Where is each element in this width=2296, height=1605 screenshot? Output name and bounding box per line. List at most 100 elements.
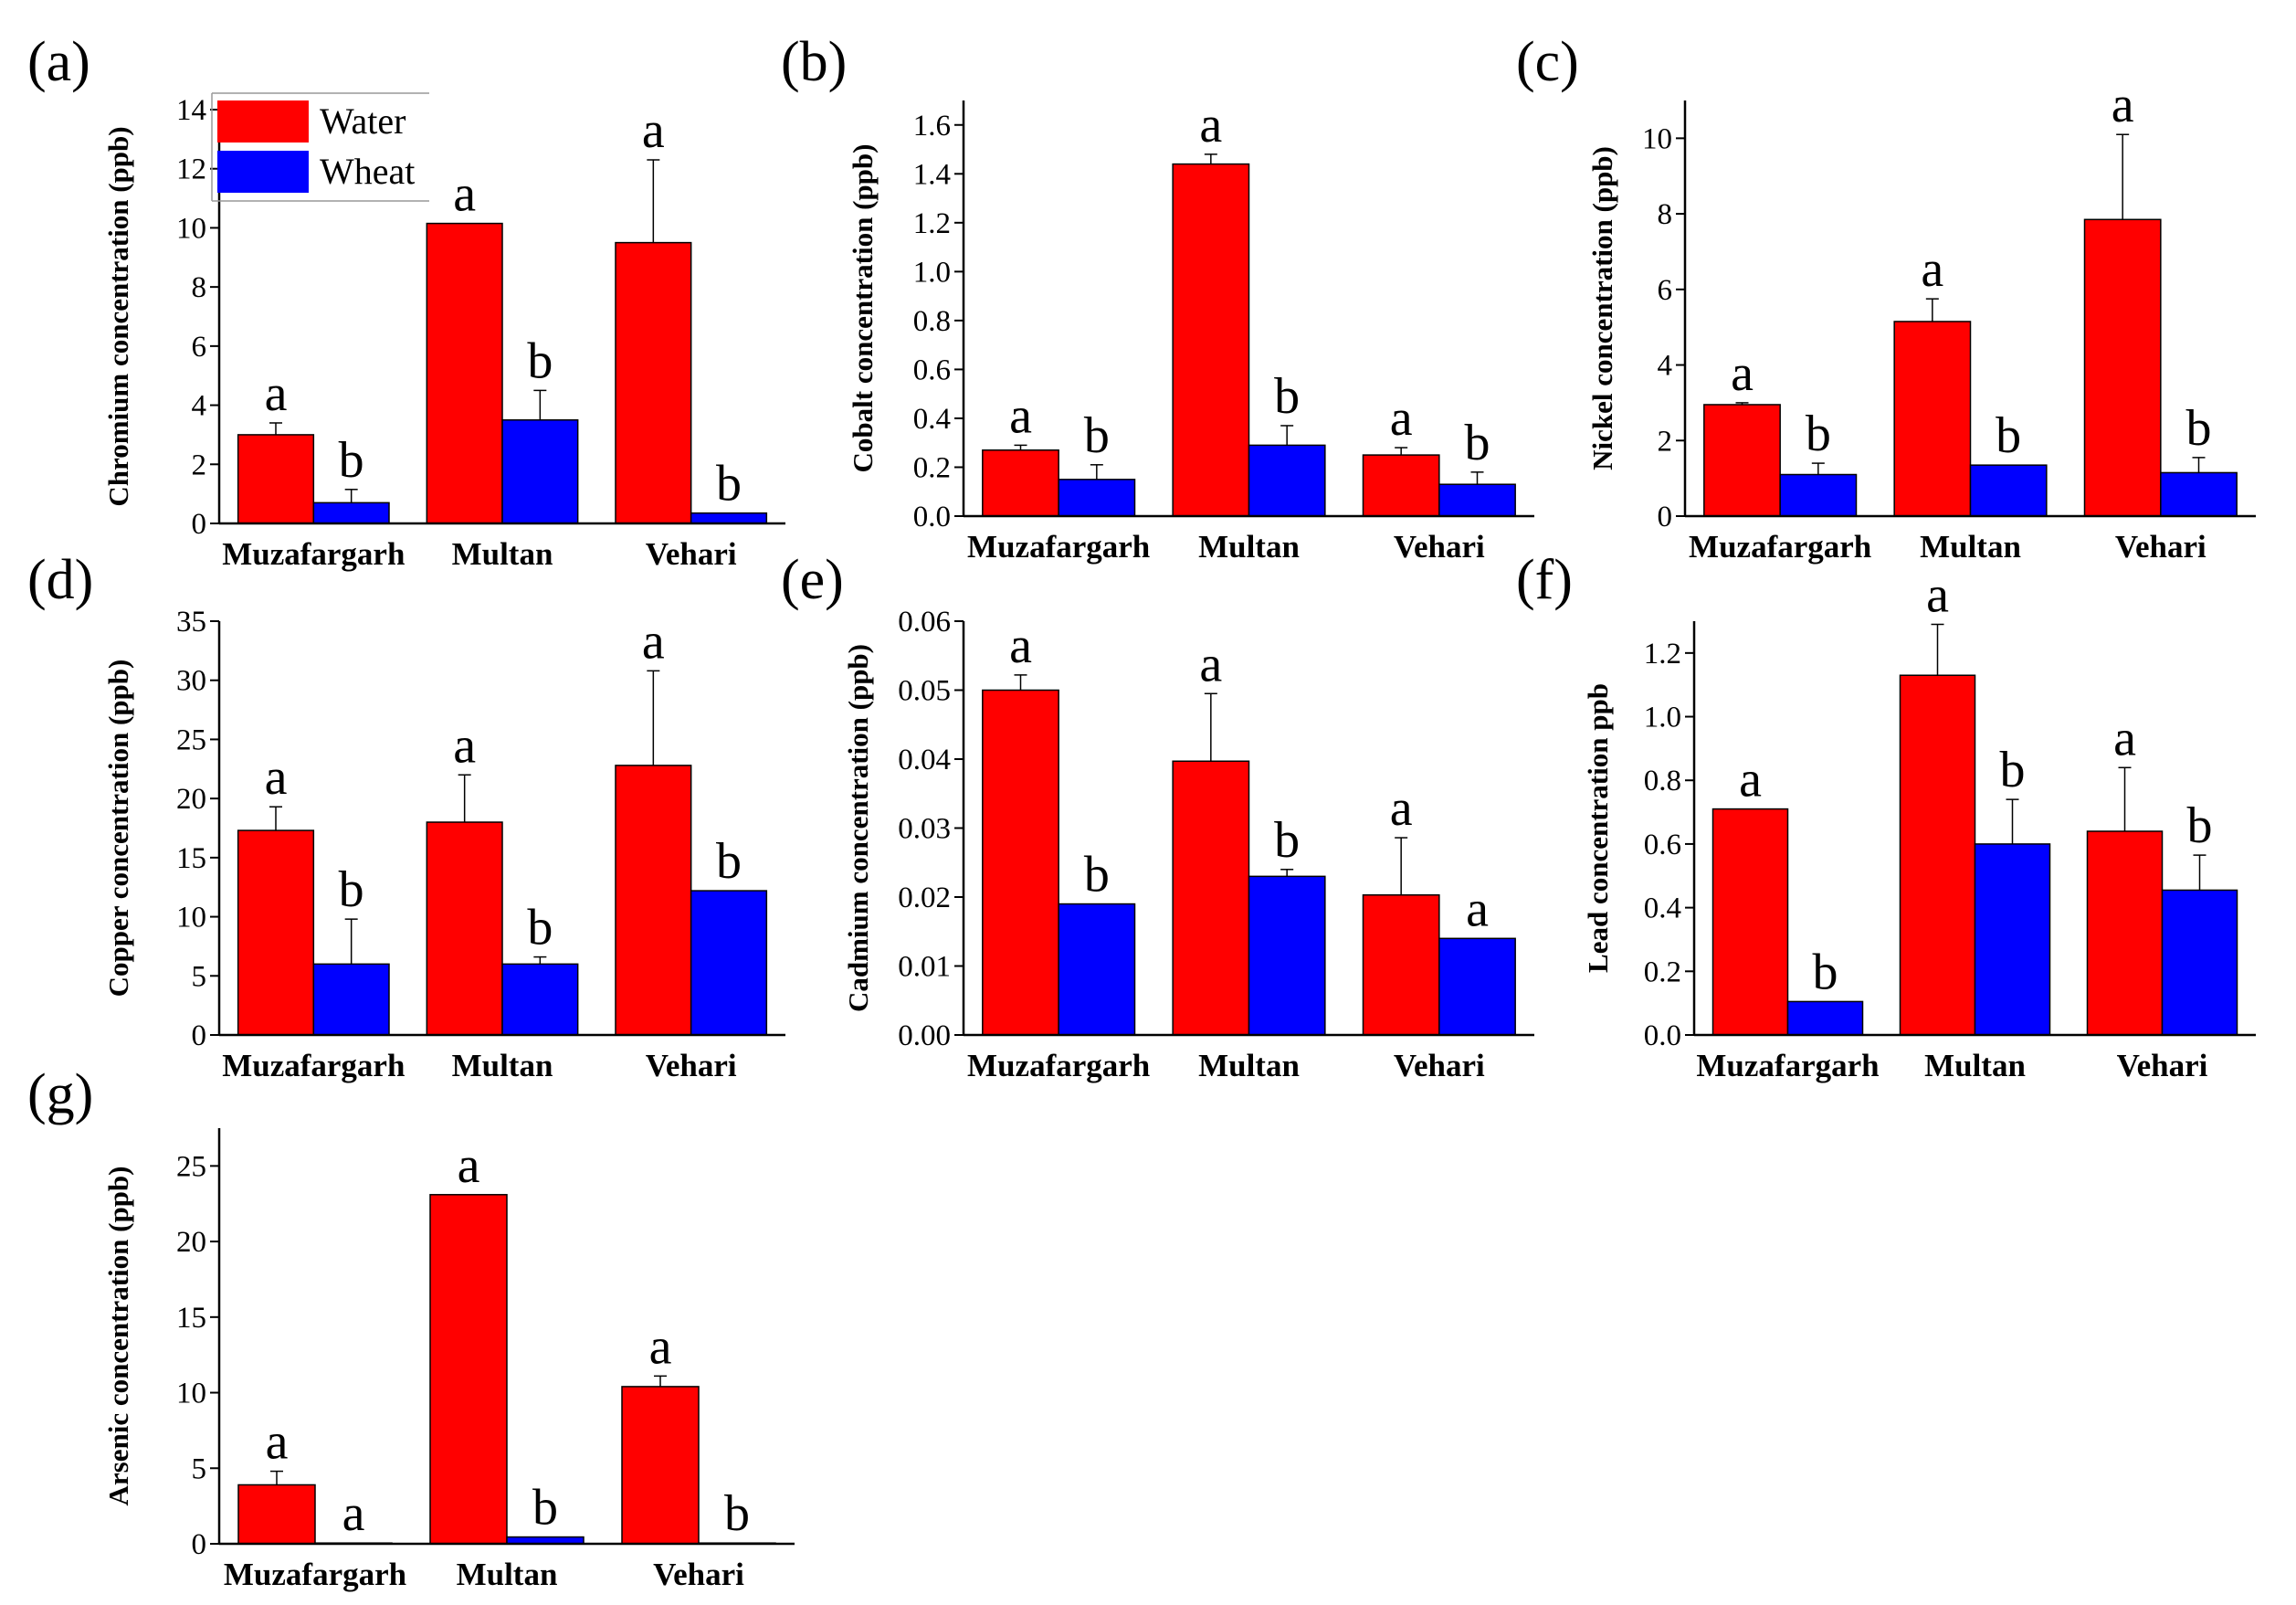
bar-water — [1703, 404, 1781, 517]
y-tick-label: 0.0 — [913, 501, 951, 533]
bar-water — [1711, 808, 1789, 1036]
significance-letter: a — [1009, 618, 1032, 674]
category-label: Muzafargarh — [222, 1048, 405, 1083]
bar-wheat — [2161, 889, 2238, 1036]
bar-wheat — [1779, 473, 1858, 517]
y-axis-title: Copper concentration (ppb) — [102, 660, 134, 998]
y-tick-label: 0 — [1658, 501, 1673, 533]
significance-letter: a — [453, 717, 476, 774]
significance-letter: a — [265, 749, 288, 806]
bar-water — [426, 821, 503, 1036]
category-label: Multan — [452, 1048, 553, 1083]
y-axis-title: Cadmium concentration (ppb) — [842, 644, 874, 1012]
y-axis-title: Lead concentration ppb — [1582, 683, 1614, 973]
significance-letter: b — [1084, 407, 1110, 464]
significance-letter: a — [642, 102, 665, 159]
y-tick-label: 0.02 — [898, 882, 951, 914]
y-tick-label: 0.6 — [1644, 829, 1681, 861]
y-tick-label: 0.4 — [1644, 892, 1681, 925]
y-tick-label: 2 — [192, 449, 207, 481]
legend: Water Wheat — [211, 92, 429, 202]
legend-swatch-wheat — [217, 151, 309, 193]
category-label: Muzafargarh — [1696, 1048, 1879, 1083]
category-label: Multan — [1924, 1048, 2026, 1083]
significance-letter: a — [1921, 241, 1943, 298]
bar-wheat — [2160, 471, 2238, 517]
bar-wheat — [312, 963, 390, 1036]
category-label: Vehari — [653, 1557, 744, 1592]
bar-water — [1362, 454, 1440, 517]
bar-wheat — [1058, 903, 1136, 1036]
chart-panel-2: (c)Nickel concentration (ppb) abMuzafarga… — [1516, 31, 2256, 565]
bar-water — [1893, 321, 1972, 517]
panel-letter: (d) — [27, 549, 93, 611]
bar-wheat — [1974, 843, 2051, 1036]
bar-wheat — [1248, 875, 1326, 1036]
category-label: Vehari — [646, 536, 737, 572]
y-tick-label: 0.01 — [898, 951, 951, 984]
chart-panel-6: (g)Arsenic concentration (ppb) aaMuzafarg… — [27, 1063, 795, 1592]
legend-swatch-water — [217, 100, 309, 143]
y-tick-label: 10 — [176, 902, 206, 934]
bar-water — [621, 1386, 700, 1545]
significance-letter: a — [1390, 390, 1413, 447]
y-tick-label: 8 — [1658, 198, 1673, 231]
significance-letter: b — [2187, 797, 2213, 854]
y-tick-label: 1.2 — [1644, 638, 1681, 671]
y-tick-label: 1.2 — [913, 207, 951, 240]
y-tick-label: 0 — [192, 1528, 207, 1561]
y-tick-label: 0.00 — [898, 1019, 951, 1052]
y-tick-label: 0 — [192, 508, 207, 541]
y-tick-label: 0.4 — [913, 403, 951, 436]
y-tick-label: 1.6 — [913, 110, 951, 143]
y-tick-label: 8 — [192, 271, 207, 304]
y-tick-label: 14 — [176, 94, 206, 127]
legend-label-water: Water — [320, 100, 406, 142]
category-label: Multan — [452, 536, 553, 572]
bar-wheat — [1786, 1000, 1864, 1036]
significance-letter: b — [532, 1480, 558, 1536]
significance-letter: a — [1390, 780, 1413, 837]
y-tick-label: 0.04 — [898, 744, 951, 776]
y-tick-label: 1.0 — [1644, 702, 1681, 734]
y-tick-label: 10 — [176, 1378, 206, 1410]
significance-letter: a — [1739, 752, 1762, 808]
y-tick-label: 25 — [176, 1150, 206, 1183]
significance-letter: b — [716, 456, 742, 512]
category-label: Multan — [1920, 529, 2021, 565]
significance-letter: a — [2112, 77, 2134, 133]
y-tick-label: 15 — [176, 842, 206, 875]
legend-label-wheat: Wheat — [320, 151, 415, 192]
bar-wheat — [501, 419, 579, 524]
panel-letter: (e) — [781, 549, 844, 611]
panel-letter: (f) — [1516, 549, 1573, 611]
category-label: Multan — [457, 1557, 558, 1592]
y-tick-label: 0.8 — [913, 305, 951, 338]
bar-water — [429, 1194, 508, 1545]
significance-letter: b — [527, 333, 553, 389]
bar-wheat — [1438, 483, 1516, 517]
y-tick-label: 1.4 — [913, 158, 951, 191]
category-label: Muzafargarh — [967, 529, 1150, 565]
significance-letter: b — [339, 432, 364, 489]
significance-letter: b — [1274, 368, 1300, 425]
significance-letter: a — [642, 613, 665, 670]
significance-letter: b — [716, 833, 742, 890]
y-tick-label: 0.6 — [913, 354, 951, 386]
chart-panels: (a)Chromium concentration (ppb) abMuzafar… — [27, 31, 2256, 1592]
category-label: Muzafargarh — [967, 1048, 1150, 1083]
panel-letter: (b) — [781, 31, 847, 93]
significance-letter: b — [1813, 944, 1838, 1000]
y-tick-label: 0.2 — [1644, 956, 1681, 988]
chart-panel-3: (d) Copper concentration (ppb) a b Muzafarga… — [27, 549, 785, 1083]
significance-letter: a — [1199, 97, 1222, 153]
y-tick-label: 10 — [176, 212, 206, 245]
y-tick-label: 4 — [192, 390, 207, 423]
category-label: Vehari — [1394, 1048, 1485, 1083]
significance-letter: a — [2113, 710, 2136, 766]
bar-water — [615, 765, 692, 1036]
bar-water — [1172, 163, 1250, 517]
y-tick-label: 0 — [192, 1019, 207, 1052]
panel-letter: (g) — [27, 1063, 93, 1125]
